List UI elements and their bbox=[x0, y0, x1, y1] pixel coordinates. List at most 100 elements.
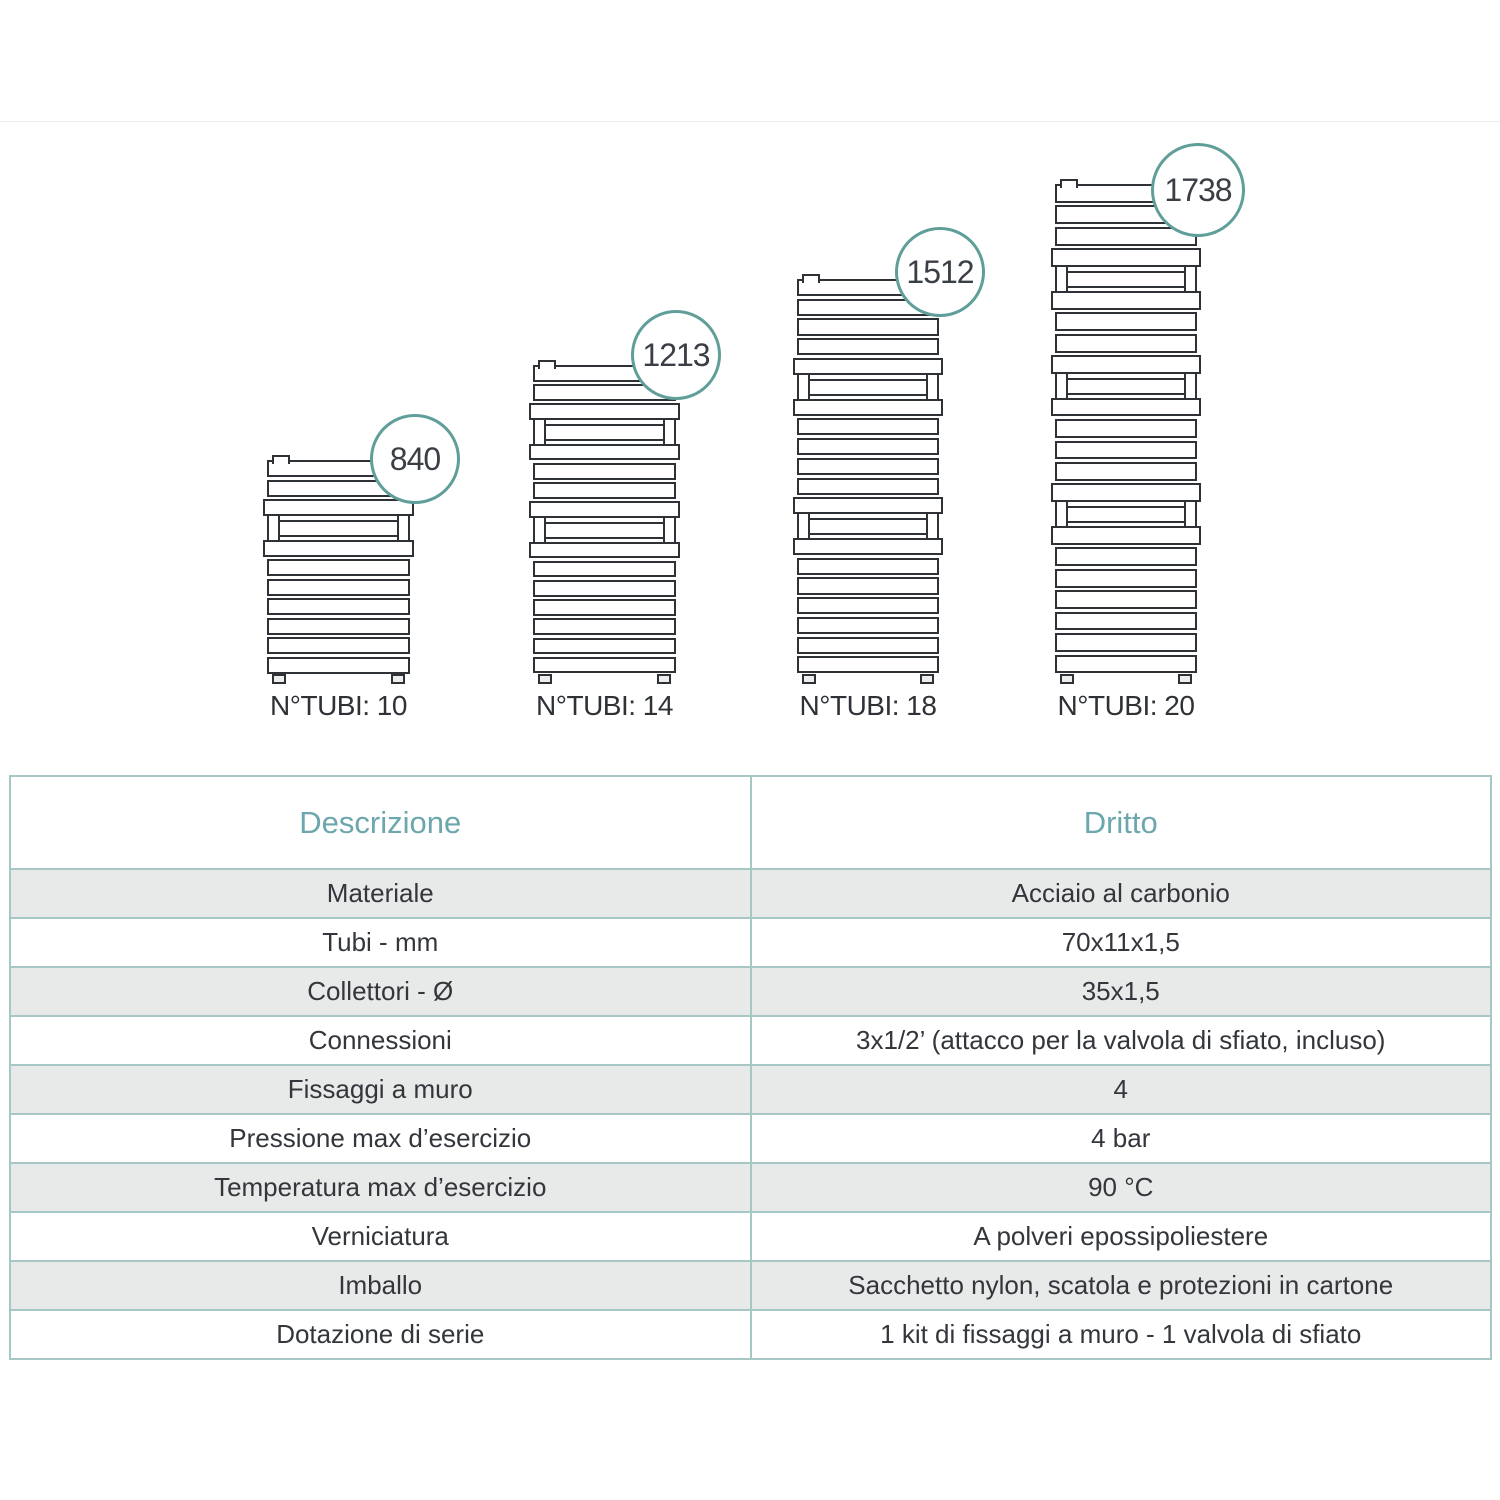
spec-value-cell: 90 °C bbox=[749, 1162, 1492, 1213]
tube-bar bbox=[533, 599, 676, 616]
spec-value-cell: A polveri epossipoliestere bbox=[749, 1211, 1492, 1262]
foot-left bbox=[538, 674, 552, 684]
spacer-gap bbox=[1055, 265, 1197, 293]
spec-table-header-row: Descrizione Dritto bbox=[9, 775, 1492, 870]
foot-left bbox=[1060, 674, 1074, 684]
collector-rail-left-icon bbox=[533, 516, 546, 544]
tube-bar bbox=[1051, 525, 1201, 545]
tube-bar bbox=[797, 338, 939, 356]
spec-value-cell: 3x1/2’ (attacco per la valvola di sfiato… bbox=[749, 1015, 1492, 1066]
tube-bar bbox=[797, 318, 939, 336]
tube-bar bbox=[1051, 355, 1201, 374]
tube-bar bbox=[263, 499, 414, 516]
tube-bar bbox=[267, 559, 410, 576]
height-badge-value: 1512 bbox=[906, 253, 974, 290]
spec-label-cell: Pressione max d’esercizio bbox=[9, 1113, 752, 1164]
spacer-gap bbox=[1055, 372, 1197, 400]
tube-bar bbox=[529, 541, 680, 559]
foot-right bbox=[1178, 674, 1192, 684]
spacer-gap bbox=[797, 373, 939, 401]
collector-rail-right-icon bbox=[1184, 265, 1197, 293]
spec-label-cell: Fissaggi a muro bbox=[9, 1064, 752, 1115]
collector-rail-left-icon bbox=[1055, 372, 1068, 400]
foot-right bbox=[391, 674, 405, 684]
tube-bar bbox=[533, 462, 676, 480]
spacer-band bbox=[809, 517, 927, 535]
collector-rail-left-icon bbox=[797, 512, 810, 540]
tube-bar bbox=[1051, 483, 1201, 503]
tube-bar bbox=[797, 557, 939, 575]
spec-label-cell: Connessioni bbox=[9, 1015, 752, 1066]
tube-bar bbox=[1055, 461, 1197, 481]
tube-bar bbox=[1051, 248, 1201, 268]
tube-bar bbox=[533, 637, 676, 655]
air-valve-tab bbox=[802, 274, 820, 283]
tube-bar bbox=[263, 539, 414, 557]
spacer-gap bbox=[797, 512, 939, 540]
foot-right bbox=[920, 674, 934, 684]
spacer-gap bbox=[533, 418, 676, 446]
tube-bar bbox=[1051, 397, 1201, 417]
spec-label-cell: Temperatura max d’esercizio bbox=[9, 1162, 752, 1213]
tube-bar bbox=[1055, 654, 1197, 674]
collector-rail-right-icon bbox=[1184, 372, 1197, 400]
tube-bar bbox=[529, 403, 680, 421]
tube-bar bbox=[797, 597, 939, 615]
tube-bar bbox=[797, 477, 939, 495]
tube-bar bbox=[1055, 440, 1197, 460]
tube-bar bbox=[533, 579, 676, 597]
tube-count-label: N°TUBI: 20 bbox=[1057, 690, 1195, 721]
table-row: Connessioni 3x1/2’ (attacco per la valvol… bbox=[9, 1015, 1492, 1066]
top-divider bbox=[0, 121, 1500, 122]
tube-bar bbox=[797, 577, 939, 595]
tube-count-label: N°TUBI: 10 bbox=[270, 690, 407, 721]
tube-bar bbox=[1055, 333, 1197, 353]
tube-bar bbox=[797, 457, 939, 475]
height-badge: 840 bbox=[370, 414, 460, 504]
tube-bar bbox=[533, 618, 676, 636]
spacer-band bbox=[545, 521, 664, 539]
spec-value-cell: Sacchetto nylon, scatola e protezioni in… bbox=[749, 1260, 1492, 1311]
tube-bar bbox=[267, 617, 410, 635]
height-badge: 1738 bbox=[1151, 143, 1245, 237]
table-row: Dotazione di serie 1 kit di fissaggi a mu… bbox=[9, 1309, 1492, 1360]
foot-right bbox=[657, 674, 671, 684]
col-header-descrizione: Descrizione bbox=[9, 775, 752, 870]
height-badge-value: 1738 bbox=[1164, 171, 1232, 208]
spec-label-cell: Tubi - mm bbox=[9, 917, 752, 968]
height-badge: 1512 bbox=[895, 227, 985, 317]
collector-rail-right-icon bbox=[926, 373, 939, 401]
tube-bar bbox=[1055, 633, 1197, 652]
tube-bar bbox=[267, 578, 410, 596]
table-row: Collettori - Ø 35x1,5 bbox=[9, 966, 1492, 1017]
tube-bar bbox=[267, 637, 410, 654]
table-row: Temperatura max d’esercizio 90 °C bbox=[9, 1162, 1492, 1213]
collector-rail-left-icon bbox=[533, 418, 546, 446]
air-valve-tab bbox=[538, 360, 556, 369]
tube-bar bbox=[1055, 419, 1197, 438]
radiator-figure bbox=[793, 274, 943, 684]
collector-rail-left-icon bbox=[1055, 265, 1068, 293]
spec-label-cell: Imballo bbox=[9, 1260, 752, 1311]
tube-bar bbox=[797, 418, 939, 436]
tube-bar bbox=[1055, 590, 1197, 610]
spec-value-cell: 35x1,5 bbox=[749, 966, 1492, 1017]
tube-bar bbox=[793, 357, 943, 376]
table-row: Imballo Sacchetto nylon, scatola e protez… bbox=[9, 1260, 1492, 1311]
spec-value-cell: Acciaio al carbonio bbox=[749, 868, 1492, 919]
spec-table: Descrizione Dritto Materiale Acciaio al car… bbox=[9, 775, 1492, 1360]
spec-value-cell: 1 kit di fissaggi a muro - 1 valvola di … bbox=[749, 1309, 1492, 1360]
tube-bar bbox=[797, 438, 939, 456]
tube-bar bbox=[1055, 547, 1197, 567]
col-header-dritto: Dritto bbox=[749, 775, 1492, 870]
air-valve-tab bbox=[272, 455, 290, 464]
tube-bar bbox=[1055, 611, 1197, 631]
tube-bar bbox=[793, 497, 943, 515]
tube-bar bbox=[797, 616, 939, 634]
spacer-band bbox=[1067, 377, 1185, 395]
height-badge: 1213 bbox=[631, 310, 721, 400]
table-row: Tubi - mm 70x11x1,5 bbox=[9, 917, 1492, 968]
table-row: Materiale Acciaio al carbonio bbox=[9, 868, 1492, 919]
table-row: Fissaggi a muro 4 bbox=[9, 1064, 1492, 1115]
